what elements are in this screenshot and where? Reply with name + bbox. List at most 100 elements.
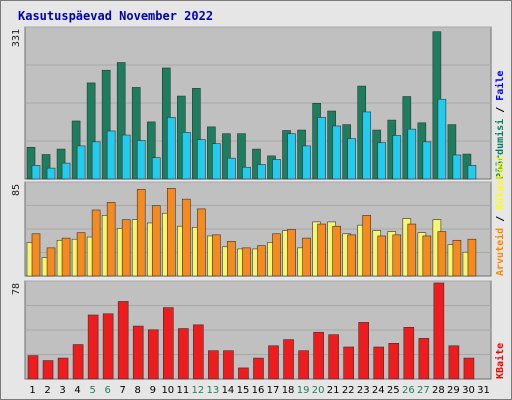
legend-top: Pöördumisi / Faile xyxy=(494,71,506,179)
bar-top-p-rdumisi xyxy=(237,133,246,180)
bar-bottom-kbaite xyxy=(433,282,445,380)
x-tick-label: 6 xyxy=(104,385,110,396)
x-tick-label: 10 xyxy=(161,385,174,396)
x-tick-label: 8 xyxy=(135,385,141,396)
bar-middle-arvuteid xyxy=(392,234,402,277)
bar-top-faile xyxy=(31,165,41,180)
bar-top-faile xyxy=(227,157,236,180)
ymax-label-bottom: 78 xyxy=(11,283,22,295)
ymax-label-top: 331 xyxy=(11,29,22,47)
bar-top-faile xyxy=(182,132,191,180)
bar-top-p-rdumisi xyxy=(101,69,111,180)
bar-middle-arvuteid xyxy=(151,205,161,277)
bar-bottom-kbaite xyxy=(193,324,204,380)
bar-top-faile xyxy=(362,111,372,180)
bar-top-p-rdumisi xyxy=(146,121,156,180)
x-tick-label: 20 xyxy=(312,385,325,396)
legend-k-lastusi: Külastusi xyxy=(494,156,506,210)
bar-top-faile xyxy=(452,154,462,180)
bar-top-faile xyxy=(61,162,71,180)
legend-separator: / xyxy=(495,101,506,119)
bar-top-faile xyxy=(347,138,356,180)
bar-bottom-kbaite xyxy=(298,350,309,380)
bar-middle-arvuteid xyxy=(136,189,146,277)
bar-top-p-rdumisi xyxy=(26,146,36,180)
bar-bottom-kbaite xyxy=(463,357,475,380)
bar-top-p-rdumisi xyxy=(131,87,141,180)
x-tick-label: 24 xyxy=(372,385,385,396)
x-tick-label: 21 xyxy=(327,385,340,396)
bar-bottom-kbaite xyxy=(223,350,234,380)
x-tick-label: 3 xyxy=(59,385,65,396)
bar-middle-arvuteid xyxy=(287,229,296,277)
bar-middle-arvuteid xyxy=(197,208,206,277)
bar-bottom-kbaite xyxy=(328,334,339,380)
bar-top-faile xyxy=(272,159,281,180)
x-tick-label: 11 xyxy=(176,385,189,396)
x-tick-label: 30 xyxy=(462,385,475,396)
bar-bottom-kbaite xyxy=(253,357,264,380)
bar-top-faile xyxy=(437,98,447,180)
x-tick-label: 16 xyxy=(252,385,265,396)
bar-bottom-kbaite xyxy=(117,301,129,380)
bar-top-faile xyxy=(76,145,86,180)
legend-kbaite: KBaite xyxy=(494,343,506,379)
bar-middle-arvuteid xyxy=(452,239,462,277)
x-tick-label: 9 xyxy=(150,385,156,396)
bar-top-faile xyxy=(151,157,161,180)
bar-bottom-kbaite xyxy=(388,343,400,380)
bar-middle-arvuteid xyxy=(242,247,251,277)
x-tick-label: 28 xyxy=(432,385,445,396)
bar-middle-arvuteid xyxy=(166,188,176,277)
bar-bottom-kbaite xyxy=(147,329,159,380)
bar-middle-arvuteid xyxy=(422,235,432,277)
bar-bottom-kbaite xyxy=(102,313,114,380)
legend-faile: Faile xyxy=(494,71,506,101)
ymax-label-middle: 85 xyxy=(11,184,22,196)
bar-bottom-kbaite xyxy=(208,350,219,380)
bar-top-faile xyxy=(407,128,417,180)
bar-top-p-rdumisi xyxy=(86,82,96,180)
bar-bottom-kbaite xyxy=(178,328,189,380)
x-tick-label: 14 xyxy=(222,385,235,396)
x-tick-label: 19 xyxy=(297,385,310,396)
bar-bottom-kbaite xyxy=(358,322,370,380)
bar-bottom-kbaite xyxy=(283,339,294,380)
legend-separator: / xyxy=(495,210,506,228)
bar-bottom-kbaite xyxy=(27,355,39,380)
bar-top-faile xyxy=(467,165,477,180)
bar-middle-arvuteid xyxy=(362,215,372,277)
bar-bottom-kbaite xyxy=(448,345,460,380)
bar-top-p-rdumisi xyxy=(252,148,261,180)
x-tick-label: 26 xyxy=(402,385,415,396)
bar-top-faile xyxy=(197,139,206,180)
bar-top-faile xyxy=(257,164,266,180)
bar-top-faile xyxy=(242,166,251,180)
x-tick-label: 15 xyxy=(237,385,250,396)
bar-bottom-kbaite xyxy=(42,360,54,380)
bar-bottom-kbaite xyxy=(72,344,84,380)
bar-top-faile xyxy=(377,142,387,180)
bar-bottom-kbaite xyxy=(87,314,99,380)
bar-top-p-rdumisi xyxy=(116,62,126,180)
bar-top-p-rdumisi xyxy=(222,133,231,180)
bar-middle-arvuteid xyxy=(302,237,311,277)
bar-top-faile xyxy=(317,117,326,180)
x-tick-label: 17 xyxy=(267,385,280,396)
bar-middle-arvuteid xyxy=(347,234,356,277)
bar-top-faile xyxy=(212,143,221,180)
x-tick-label: 7 xyxy=(120,385,126,396)
bar-bottom-kbaite xyxy=(162,307,174,380)
bar-middle-arvuteid xyxy=(332,225,341,277)
bar-top-faile xyxy=(136,140,146,180)
bar-top-faile xyxy=(287,133,296,180)
bar-top-faile xyxy=(46,167,56,180)
bar-middle-arvuteid xyxy=(182,198,191,277)
bar-top-faile xyxy=(91,141,101,180)
x-tick-label: 29 xyxy=(447,385,460,396)
chart-title: Kasutuspäevad November 2022 xyxy=(18,9,214,23)
x-tick-label: 23 xyxy=(357,385,370,396)
bar-bottom-kbaite xyxy=(418,338,430,380)
